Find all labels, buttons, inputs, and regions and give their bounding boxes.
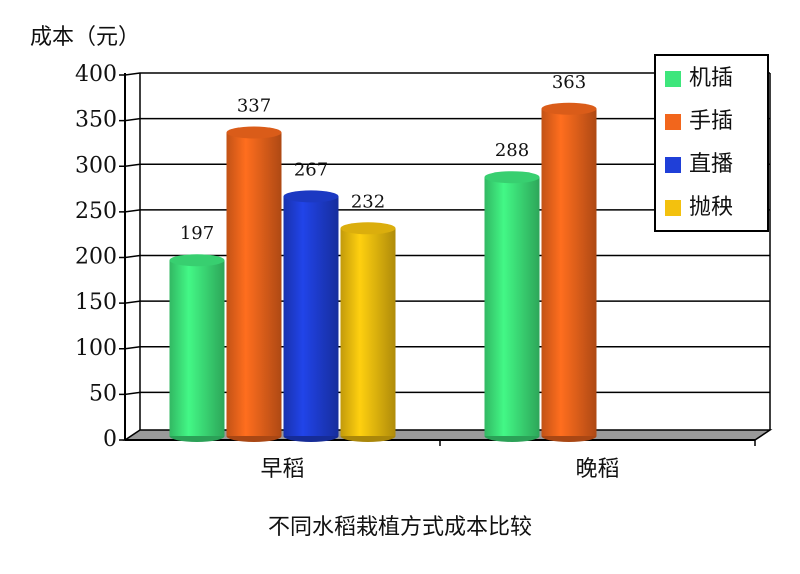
data-label: 337	[237, 95, 271, 116]
data-label: 197	[180, 223, 214, 244]
legend-label: 手插	[689, 109, 733, 134]
y-tick-label: 300	[75, 153, 117, 178]
bar	[283, 190, 339, 442]
legend-label: 直播	[689, 152, 733, 177]
bar-body	[541, 108, 597, 436]
bar-top	[340, 222, 396, 235]
data-label: 288	[495, 140, 529, 161]
chart-title: 不同水稻栽植方式成本比较	[268, 515, 532, 540]
data-label: 363	[552, 72, 586, 93]
y-tick-label: 250	[75, 199, 117, 224]
legend-label: 抛秧	[689, 195, 733, 220]
grid-line	[124, 254, 770, 259]
bar-top	[541, 102, 597, 115]
y-tick-label: 0	[103, 427, 117, 452]
bar-body	[169, 260, 225, 436]
bar-top	[484, 171, 540, 184]
y-tick-label: 400	[75, 62, 117, 87]
bar-top	[226, 126, 282, 139]
y-tick-label: 150	[75, 290, 117, 315]
y-tick-label: 200	[75, 245, 117, 270]
bar-top	[283, 190, 339, 203]
y-tick-label: 50	[89, 381, 117, 406]
data-label: 267	[294, 159, 328, 180]
x-tick-label: 早稻	[260, 457, 304, 482]
x-tick-label: 晚稻	[575, 457, 619, 482]
bar-body	[484, 177, 540, 436]
y-axis-label: 成本（元）	[30, 25, 140, 50]
data-label: 232	[351, 191, 385, 212]
bar	[484, 171, 540, 442]
legend-swatch	[665, 157, 681, 173]
legend-label: 机插	[689, 66, 733, 91]
bar-body	[283, 196, 339, 436]
bar	[226, 126, 282, 442]
bar-top	[169, 254, 225, 267]
legend-swatch	[665, 200, 681, 216]
bar	[541, 102, 597, 442]
grid-line	[124, 72, 770, 76]
bar	[169, 254, 225, 442]
y-tick-label: 350	[75, 108, 117, 133]
legend-swatch	[665, 71, 681, 87]
bar-body	[340, 228, 396, 436]
legend-swatch	[665, 114, 681, 130]
bar-body	[226, 132, 282, 437]
y-tick-label: 100	[75, 336, 117, 361]
bar	[340, 222, 396, 442]
